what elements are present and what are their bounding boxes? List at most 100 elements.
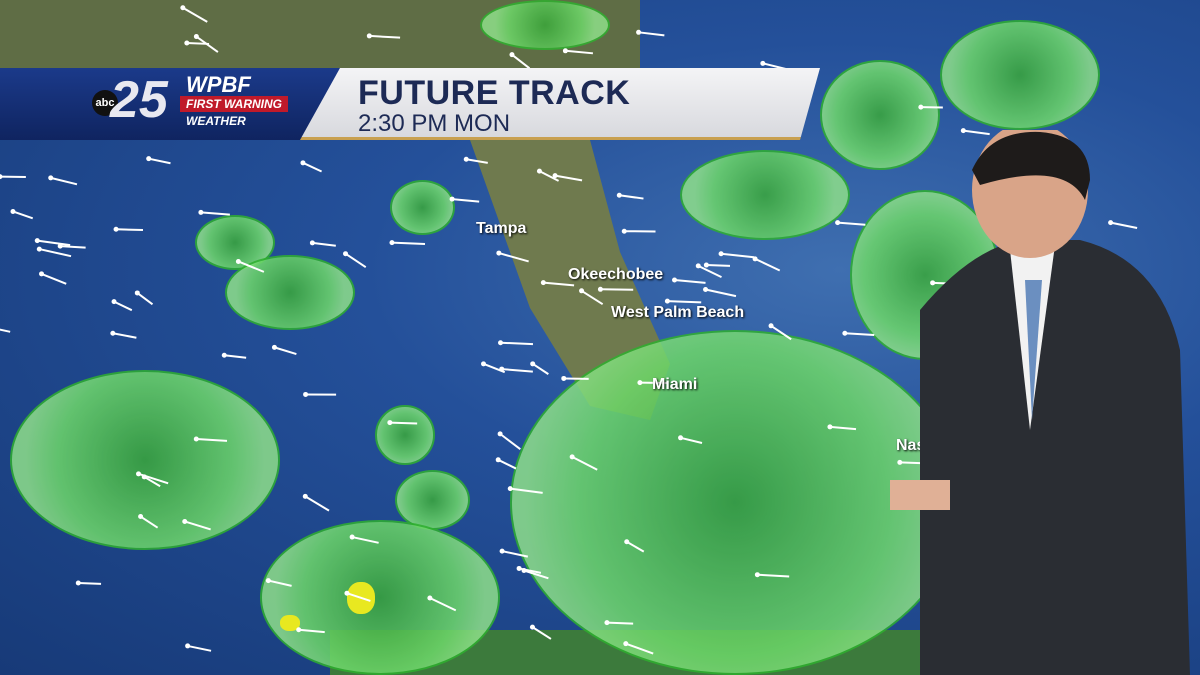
wind-arrow-head <box>75 580 81 586</box>
wind-arrow-head <box>496 250 502 256</box>
wind-arrow <box>501 368 533 373</box>
wind-arrow-head <box>265 578 271 584</box>
wind-arrow-head <box>536 168 542 174</box>
wind-arrow-head <box>146 156 152 162</box>
wind-arrow <box>148 157 171 165</box>
wind-arrow-head <box>579 288 585 294</box>
wind-arrow-head <box>366 33 372 39</box>
rain-cell <box>225 255 355 330</box>
wind-arrow-head <box>389 240 395 246</box>
wind-arrow-head <box>703 287 709 293</box>
wind-arrow <box>680 436 703 444</box>
city-label-west-palm-beach: West Palm Beach <box>611 304 745 321</box>
wind-arrow-head <box>695 263 701 269</box>
heavy-rain-cell <box>280 615 300 631</box>
wind-arrow <box>113 300 133 312</box>
wind-arrow-head <box>499 366 505 372</box>
wind-arrow <box>186 42 210 45</box>
wind-arrow-head <box>842 330 848 336</box>
wind-arrow-head <box>530 361 536 367</box>
wind-arrow <box>391 241 426 246</box>
wind-arrow <box>837 221 866 226</box>
wind-arrow <box>829 425 857 431</box>
wind-arrow-head <box>193 436 199 442</box>
wind-arrow <box>184 520 211 531</box>
wind-arrow <box>757 573 790 578</box>
wind-arrow <box>344 252 367 269</box>
wind-arrow-head <box>562 48 568 54</box>
wind-arrow-head <box>271 344 277 350</box>
wind-arrow <box>543 281 575 287</box>
wind-arrow-head <box>664 298 670 304</box>
rain-cell <box>480 0 610 50</box>
wind-arrow-head <box>636 29 642 35</box>
wind-arrow-head <box>768 323 774 329</box>
lower-third-banner: abc 25 WPBF FIRST WARNING WEATHER FUTURE… <box>0 68 820 140</box>
wind-arrow <box>369 34 401 39</box>
wind-arrow-head <box>672 277 678 283</box>
wind-arrow-head <box>39 271 45 277</box>
city-label-okeechobee: Okeechobee <box>568 266 664 283</box>
city-label-nassau: Nas <box>896 437 926 454</box>
rain-cell <box>940 20 1100 130</box>
wind-arrow <box>304 495 330 512</box>
brand-line-1: FIRST WARNING <box>180 96 288 112</box>
wind-arrow-head <box>621 228 627 234</box>
wind-arrow <box>581 289 604 306</box>
wind-arrow <box>511 53 531 70</box>
wind-arrow <box>625 642 654 655</box>
wind-arrow <box>499 433 521 450</box>
wind-arrow <box>351 536 379 544</box>
wind-arrow-head <box>221 352 227 358</box>
wind-arrow-head <box>349 534 355 540</box>
wind-arrow <box>140 515 159 529</box>
meteorologist <box>890 130 1190 675</box>
wind-arrow-head <box>180 5 186 11</box>
wind-arrow <box>274 346 297 355</box>
wind-arrow-head <box>184 40 190 46</box>
wind-arrow <box>501 550 529 558</box>
wind-arrow <box>268 579 292 587</box>
wind-arrow <box>78 581 102 585</box>
wind-arrow <box>143 475 161 488</box>
wind-arrow-head <box>703 262 709 268</box>
wind-arrow <box>41 272 67 285</box>
wind-arrow-head <box>616 192 622 198</box>
wind-arrow-head <box>760 60 766 66</box>
wind-arrow-head <box>516 565 522 571</box>
wind-arrow <box>619 194 644 200</box>
wind-arrow <box>554 174 583 182</box>
wind-arrow-head <box>111 299 117 305</box>
wind-arrow-head <box>182 518 188 524</box>
wind-arrow <box>706 264 731 267</box>
wind-arrow <box>571 456 598 471</box>
wind-arrow-head <box>302 493 308 499</box>
wind-arrow <box>224 354 247 359</box>
wind-arrow <box>667 300 702 304</box>
rain-cell <box>390 180 455 235</box>
wind-arrow-head <box>495 457 501 463</box>
wind-arrow-head <box>718 251 724 257</box>
wind-arrow <box>237 260 265 273</box>
rain-cell <box>260 520 500 675</box>
wind-arrow-head <box>499 548 505 554</box>
wind-arrow <box>37 239 71 247</box>
wind-arrow <box>187 644 212 652</box>
wind-arrow-head <box>296 627 302 633</box>
wind-arrow <box>697 264 722 279</box>
wind-arrow-head <box>303 391 309 397</box>
city-label-tampa: Tampa <box>476 220 527 237</box>
wind-arrow-head <box>48 175 54 181</box>
brand-line-2: WEATHER <box>186 114 246 128</box>
wind-arrow <box>705 288 737 298</box>
wind-arrow <box>498 252 529 263</box>
wind-arrow-head <box>185 643 191 649</box>
wind-arrow-head <box>754 572 760 578</box>
wind-arrow-head <box>498 340 504 346</box>
wind-arrow-head <box>449 196 455 202</box>
wind-arrow <box>844 332 875 336</box>
wind-arrow <box>138 472 169 485</box>
abc-logo: abc <box>92 90 118 116</box>
wind-arrow <box>538 170 560 182</box>
wind-arrow-head <box>597 286 603 292</box>
